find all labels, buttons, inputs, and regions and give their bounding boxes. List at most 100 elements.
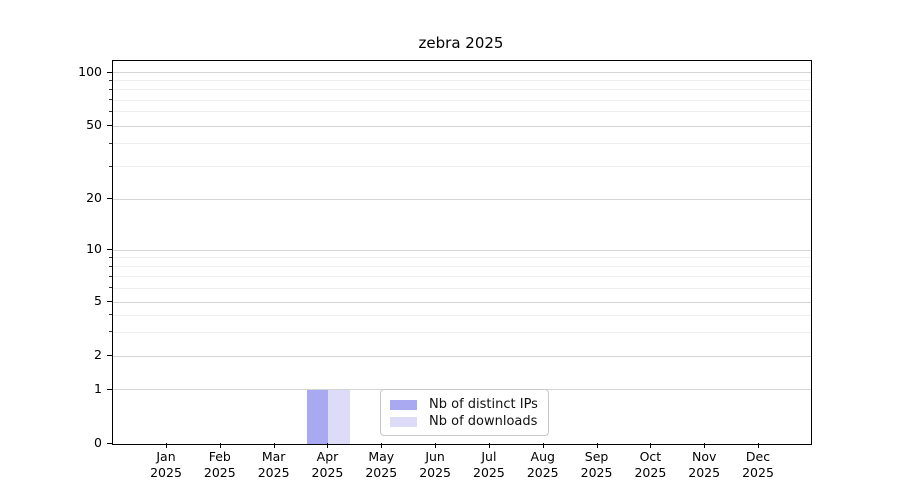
y-minor-gridline	[113, 143, 811, 145]
x-tick-year: 2025	[419, 465, 451, 480]
y-minor-tick	[109, 165, 112, 167]
x-tick-month: Oct	[639, 449, 662, 464]
x-tick	[381, 443, 383, 448]
x-tick-year: 2025	[473, 465, 505, 480]
y-major-gridline	[113, 355, 811, 357]
x-tick	[650, 443, 652, 448]
x-tick-year: 2025	[311, 465, 344, 480]
y-minor-tick	[109, 275, 112, 277]
x-tick	[327, 443, 329, 448]
y-minor-tick	[109, 79, 112, 81]
x-tick-month: Jan	[156, 449, 176, 464]
x-tick	[704, 443, 706, 448]
y-tick	[107, 443, 112, 444]
x-tick-year: 2025	[526, 465, 559, 480]
y-minor-gridline	[113, 80, 811, 82]
y-minor-gridline	[113, 314, 811, 316]
y-minor-tick	[109, 314, 112, 316]
x-tick-month: Feb	[208, 449, 231, 464]
legend-item-distinct-ips: Nb of distinct IPs	[390, 396, 539, 413]
x-tick-year: 2025	[203, 465, 236, 480]
legend-swatch-downloads	[390, 416, 417, 427]
x-tick-label: Nov 2025	[672, 449, 736, 481]
y-minor-gridline	[113, 99, 811, 101]
y-minor-gridline	[113, 166, 811, 168]
x-tick	[435, 443, 437, 448]
x-tick-label: Sep 2025	[565, 449, 629, 481]
y-minor-tick	[109, 88, 112, 90]
x-tick-month: Dec	[745, 449, 771, 464]
y-minor-gridline	[113, 266, 811, 268]
x-tick-label: Aug 2025	[511, 449, 575, 481]
y-minor-tick	[109, 331, 112, 333]
y-tick-label: 5	[94, 293, 102, 308]
y-tick-label: 1	[94, 380, 102, 396]
bar-nb-of-distinct-ips	[306, 389, 329, 444]
chart-title: zebra 2025	[418, 34, 504, 52]
x-tick	[596, 443, 598, 448]
x-tick-label: Mar 2025	[242, 449, 306, 481]
y-minor-gridline	[113, 89, 811, 91]
y-minor-tick	[109, 256, 112, 258]
y-tick-label: 50	[86, 117, 102, 132]
y-tick-label: 2	[94, 347, 102, 363]
y-major-gridline	[113, 125, 811, 127]
legend-box: Nb of distinct IPs Nb of downloads	[380, 389, 549, 436]
x-tick-label: Oct 2025	[618, 449, 682, 481]
y-tick-label: 10	[86, 241, 102, 256]
x-tick-month: Mar	[261, 449, 286, 464]
y-minor-gridline	[113, 331, 811, 333]
x-tick-year: 2025	[688, 465, 721, 480]
x-tick-label: Jul 2025	[457, 449, 521, 481]
x-tick	[488, 443, 490, 448]
x-tick-month: Nov	[691, 449, 717, 464]
x-tick-year: 2025	[257, 465, 290, 480]
y-minor-tick	[109, 265, 112, 267]
x-tick-year: 2025	[634, 465, 667, 480]
legend-item-downloads: Nb of downloads	[390, 413, 539, 430]
x-tick-month: Jun	[425, 449, 445, 464]
x-tick-label: Apr 2025	[295, 449, 359, 481]
legend-label-distinct-ips: Nb of distinct IPs	[429, 397, 538, 412]
x-tick-year: 2025	[365, 465, 398, 480]
y-minor-tick	[109, 99, 112, 101]
y-minor-gridline	[113, 287, 811, 289]
y-minor-tick	[109, 287, 112, 289]
x-tick-label: Jan 2025	[134, 449, 198, 481]
y-minor-tick	[109, 142, 112, 144]
legend-swatch-distinct-ips	[390, 399, 417, 410]
y-minor-gridline	[113, 111, 811, 113]
y-tick	[107, 388, 112, 390]
y-major-gridline	[113, 198, 811, 200]
x-tick-label: May 2025	[349, 449, 413, 481]
y-tick-label: 20	[86, 190, 102, 205]
x-tick-month: May	[368, 449, 395, 464]
x-tick-label: Dec 2025	[726, 449, 790, 481]
y-tick	[107, 71, 112, 73]
x-tick	[219, 443, 221, 448]
x-tick-month: Jul	[481, 449, 497, 464]
legend-label-downloads: Nb of downloads	[429, 414, 538, 429]
x-tick	[166, 443, 167, 448]
y-tick-label: 0	[94, 435, 102, 450]
y-tick	[107, 355, 112, 357]
y-minor-gridline	[113, 276, 811, 278]
y-tick	[107, 125, 112, 126]
x-tick	[273, 443, 275, 448]
y-tick-label: 100	[78, 63, 102, 79]
y-tick	[107, 249, 112, 250]
x-tick-month: Sep	[584, 449, 609, 464]
x-tick	[758, 443, 760, 448]
x-tick-year: 2025	[742, 465, 774, 480]
bar-nb-of-downloads	[328, 389, 350, 444]
y-minor-tick	[109, 110, 112, 112]
plot-area	[112, 60, 812, 445]
x-tick-label: Feb 2025	[188, 449, 252, 481]
x-tick-month: Apr	[316, 449, 339, 464]
x-tick-label: Jun 2025	[403, 449, 467, 481]
y-tick	[107, 198, 112, 199]
y-minor-gridline	[113, 257, 811, 259]
y-major-gridline	[113, 301, 811, 303]
x-tick-month: Aug	[530, 449, 555, 464]
